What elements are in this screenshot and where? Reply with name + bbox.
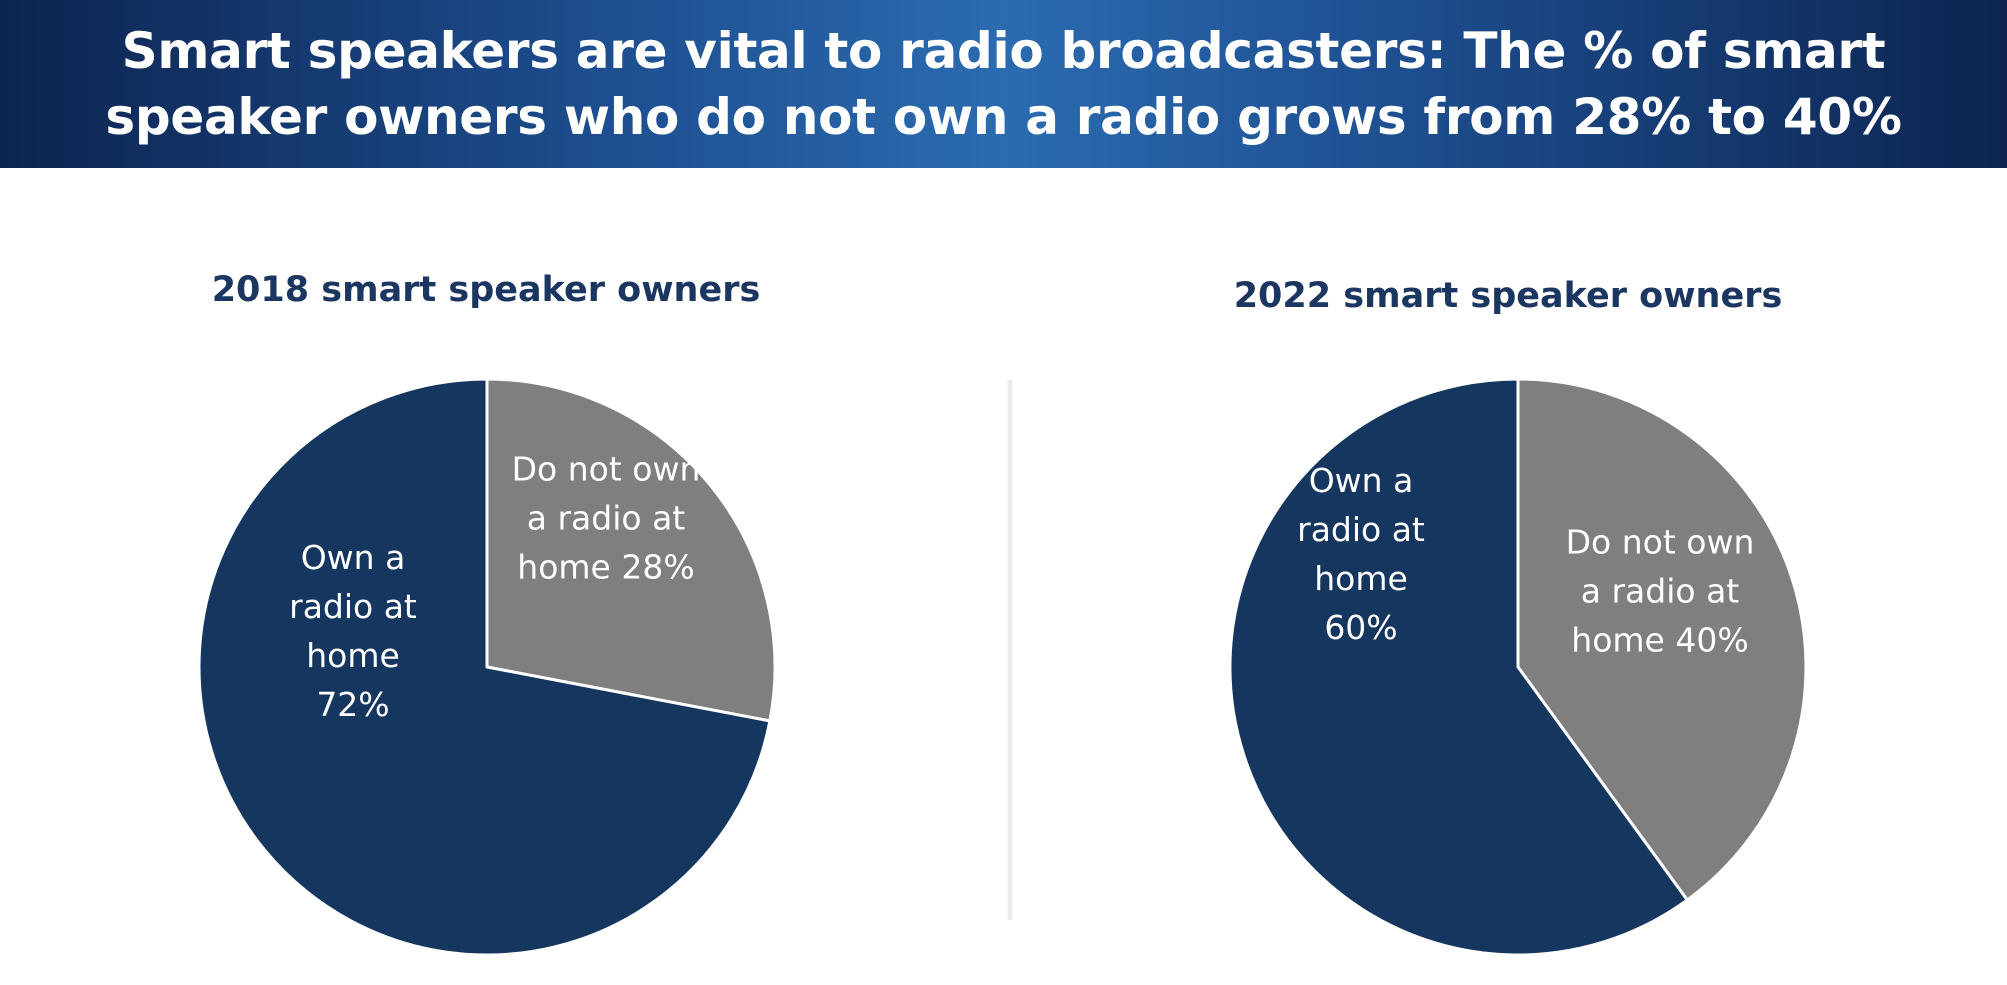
chart-divider [1006, 380, 1014, 920]
title-banner: Smart speakers are vital to radio broadc… [0, 0, 2007, 168]
pie-2022-label-not-own-radio: Do not own a radio at home 40% [1566, 523, 1755, 660]
page-title: Smart speakers are vital to radio broadc… [105, 22, 1902, 146]
pie-2022-slice-own-radio [1228, 377, 1689, 957]
pie-2022-label-own-radio: Own a radio at home 60% [1297, 461, 1425, 647]
pie-2018-label-own-radio: Own a radio at home 72% [289, 538, 417, 724]
pie-2022-slice-not-own-radio [1516, 377, 1808, 902]
pie-2018-slice-not-own-radio [485, 377, 777, 723]
pie-2018-label-not-own-radio: Do not own a radio at home 28% [512, 450, 701, 587]
chart-2022-title: 2022 smart speaker owners [1233, 276, 1783, 316]
pie-2018-slice-own-radio [197, 377, 772, 957]
chart-2018-title: 2018 smart speaker owners [211, 270, 761, 310]
